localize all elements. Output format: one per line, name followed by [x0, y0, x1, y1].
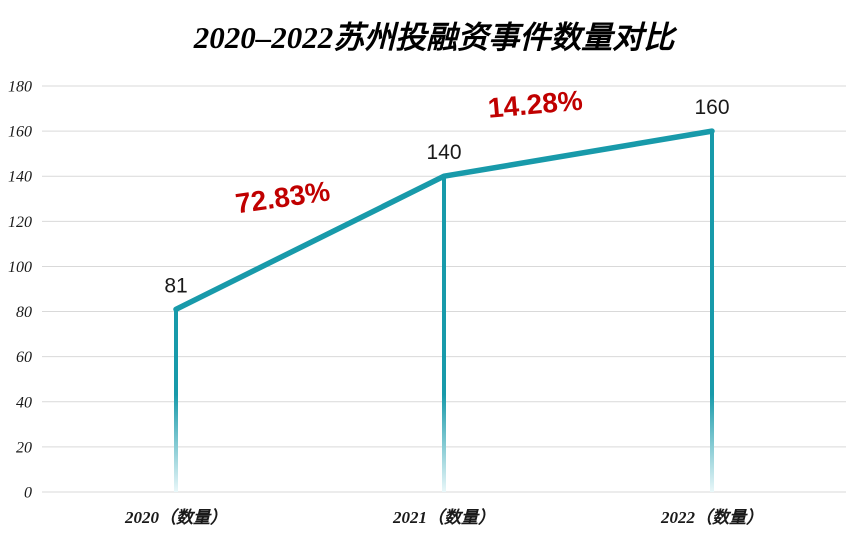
- y-tick-label: 120: [8, 214, 32, 231]
- x-axis-label: 2021（数量）: [392, 508, 495, 527]
- growth-annotation: 14.28%: [487, 85, 584, 124]
- y-tick-label: 20: [16, 439, 32, 456]
- point-label: 81: [164, 274, 187, 297]
- point-label: 160: [694, 96, 729, 119]
- y-tick-label: 40: [16, 394, 32, 411]
- y-tick-label: 140: [8, 169, 32, 186]
- y-tick-label: 80: [16, 304, 32, 321]
- x-axis-label: 2022（数量）: [660, 508, 763, 527]
- data-line: [173, 128, 715, 313]
- growth-annotation: 72.83%: [233, 175, 331, 219]
- y-tick-label: 160: [8, 124, 32, 141]
- y-tick-label: 180: [8, 79, 32, 96]
- y-tick-label: 60: [16, 349, 32, 366]
- chart-title: 2020–2022苏州投融资事件数量对比: [193, 20, 675, 55]
- x-axis-label: 2020（数量）: [124, 508, 227, 527]
- point-label: 140: [426, 141, 461, 164]
- y-tick-label: 100: [8, 259, 32, 276]
- y-tick-label: 0: [24, 485, 32, 502]
